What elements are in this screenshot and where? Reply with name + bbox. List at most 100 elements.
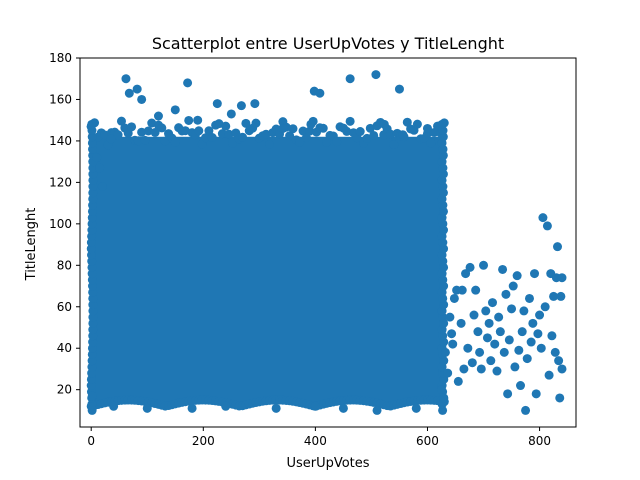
dense-edge-point xyxy=(88,293,98,303)
dense-edge-point xyxy=(342,126,352,136)
dense-edge-point xyxy=(157,123,167,133)
data-point xyxy=(463,343,473,353)
dense-edge-point xyxy=(285,131,295,141)
dense-edge-point xyxy=(426,138,436,148)
dense-edge-point xyxy=(322,138,332,148)
data-point xyxy=(481,306,491,316)
data-point xyxy=(542,221,552,231)
data-point xyxy=(522,354,532,364)
y-tick-label: 20 xyxy=(57,383,72,397)
dense-edge-point xyxy=(298,126,308,136)
data-point xyxy=(221,401,231,411)
data-point xyxy=(469,310,479,320)
data-point xyxy=(448,339,458,349)
data-point xyxy=(484,318,494,328)
dense-edge-point xyxy=(288,124,298,134)
data-point xyxy=(170,105,180,115)
dense-edge-point xyxy=(402,117,412,127)
data-point xyxy=(97,182,107,192)
y-tick-label: 140 xyxy=(49,134,72,148)
dense-edge-point xyxy=(412,119,422,129)
data-point xyxy=(510,362,520,372)
data-point xyxy=(212,99,222,109)
y-tick-label: 120 xyxy=(49,175,72,189)
dense-edge-point xyxy=(305,126,315,136)
data-point xyxy=(544,370,554,380)
x-tick-label: 400 xyxy=(304,434,327,448)
data-point xyxy=(226,109,236,119)
data-point xyxy=(467,358,477,368)
data-point xyxy=(476,364,486,374)
data-point xyxy=(132,84,142,94)
data-point xyxy=(461,269,471,279)
dense-edge-point xyxy=(88,337,98,347)
dense-edge-point xyxy=(389,140,399,150)
data-point xyxy=(371,70,381,80)
dense-edge-point xyxy=(369,130,379,140)
data-point xyxy=(153,111,163,121)
data-point xyxy=(379,119,389,129)
data-point xyxy=(487,298,497,308)
data-point xyxy=(494,312,504,322)
data-point xyxy=(540,302,550,312)
dense-edge-point xyxy=(241,118,251,128)
dense-edge-point xyxy=(88,318,98,328)
data-point xyxy=(557,273,567,283)
data-point xyxy=(394,84,404,94)
dense-edge-point xyxy=(332,137,342,147)
dense-edge-point xyxy=(88,194,98,204)
x-tick-label: 800 xyxy=(528,434,551,448)
data-point xyxy=(521,405,531,415)
data-point xyxy=(516,381,526,391)
data-point xyxy=(557,364,567,374)
data-point xyxy=(475,347,485,357)
plot-frame xyxy=(79,57,577,428)
data-point xyxy=(550,347,560,357)
dense-edge-point xyxy=(88,175,98,185)
dense-edge-point xyxy=(127,122,137,132)
data-point xyxy=(501,289,511,299)
data-point xyxy=(457,285,467,295)
dense-edge-point xyxy=(261,129,271,139)
data-point xyxy=(87,391,97,401)
dense-edge-point xyxy=(437,119,447,129)
data-point xyxy=(524,293,534,303)
data-point xyxy=(471,285,481,295)
dense-edge-point xyxy=(88,182,98,192)
y-tick-label: 160 xyxy=(49,92,72,106)
data-point xyxy=(447,329,457,339)
data-point xyxy=(411,403,421,413)
dense-edge-point xyxy=(345,116,355,126)
dense-edge-point xyxy=(194,126,204,136)
data-point xyxy=(187,403,197,413)
dense-edge-point xyxy=(88,188,98,198)
dense-edge-point xyxy=(238,132,248,142)
dense-edge-point xyxy=(88,306,98,316)
dense-edge-point xyxy=(184,115,194,125)
data-point xyxy=(531,389,541,399)
data-point xyxy=(271,403,281,413)
data-point xyxy=(338,403,348,413)
data-point xyxy=(250,99,260,109)
data-point xyxy=(436,385,446,395)
dense-edge-point xyxy=(251,118,261,128)
data-point xyxy=(236,101,246,111)
data-point xyxy=(345,74,355,84)
data-point xyxy=(514,345,524,355)
dense-edge-point xyxy=(88,300,98,310)
data-point xyxy=(453,376,463,386)
dense-edge-point xyxy=(137,127,147,137)
dense-edge-point xyxy=(88,325,98,335)
dense-point-cloud xyxy=(86,115,449,415)
data-point xyxy=(109,401,119,411)
dense-edge-point xyxy=(88,200,98,210)
y-tick-label: 80 xyxy=(57,258,72,272)
data-point xyxy=(499,347,509,357)
chart-title: Scatterplot entre UserUpVotes y TitleLen… xyxy=(152,34,504,53)
dense-edge-point xyxy=(362,133,372,143)
data-point xyxy=(95,163,105,173)
data-point xyxy=(490,339,500,349)
data-point xyxy=(121,74,131,84)
data-point xyxy=(306,119,316,129)
